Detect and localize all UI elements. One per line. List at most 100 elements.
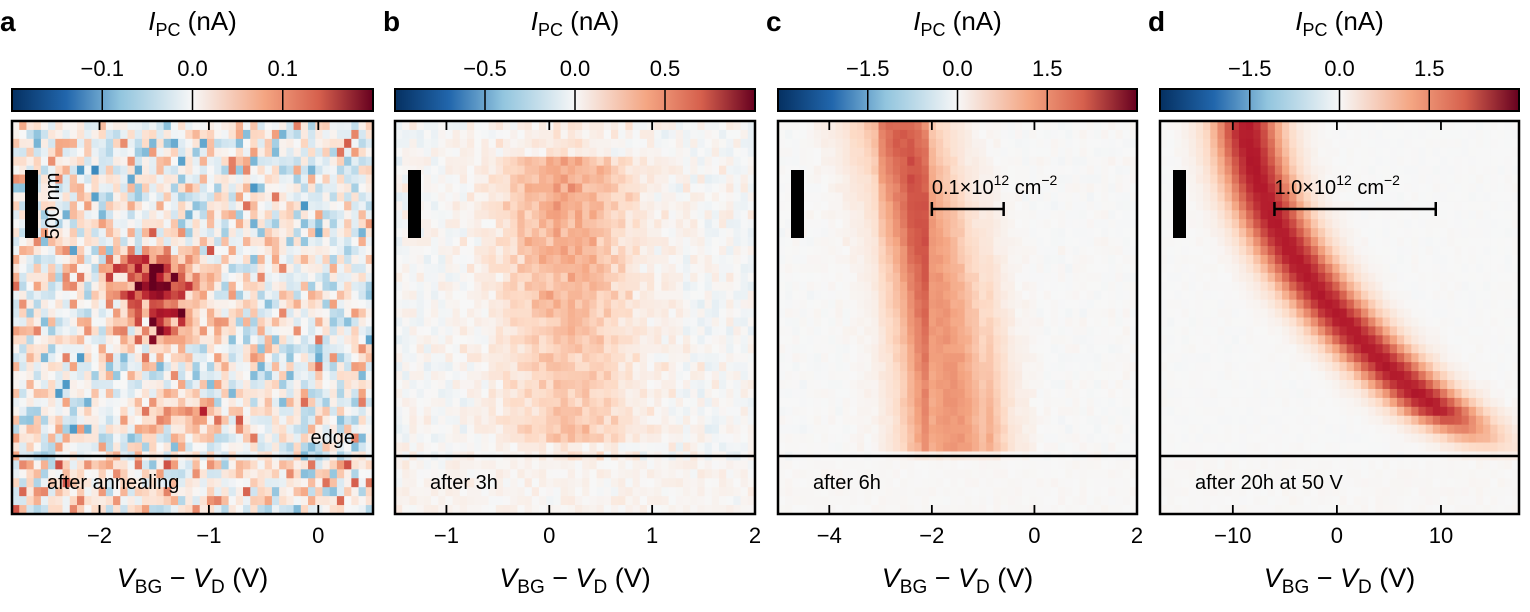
heatmap-cell bbox=[12, 505, 20, 515]
heatmap-cell bbox=[163, 121, 172, 131]
heatmap-cell bbox=[467, 388, 475, 399]
heatmap-cell bbox=[250, 254, 259, 265]
heatmap-cell bbox=[675, 237, 684, 247]
heatmap-cell bbox=[26, 424, 35, 435]
heatmap-cell bbox=[40, 326, 49, 336]
heatmap-cell bbox=[76, 415, 85, 426]
heatmap-cell bbox=[322, 433, 331, 444]
heatmap-cell bbox=[632, 380, 641, 390]
heatmap-cell bbox=[19, 129, 28, 140]
heatmap-cell bbox=[250, 290, 259, 301]
heatmap-cell bbox=[300, 308, 309, 319]
heatmap-cell bbox=[243, 326, 251, 336]
heatmap-cell bbox=[300, 326, 309, 336]
heatmap-cell bbox=[603, 299, 612, 310]
heatmap-cell bbox=[279, 469, 287, 479]
heatmap-cell bbox=[964, 138, 973, 149]
heatmap-cell bbox=[113, 121, 121, 131]
heatmap-cell bbox=[719, 388, 727, 399]
heatmap-cell bbox=[553, 442, 562, 453]
heatmap-cell bbox=[69, 442, 78, 453]
heatmap-cell bbox=[668, 192, 677, 202]
heatmap-cell bbox=[510, 308, 518, 319]
heatmap-cell bbox=[467, 299, 475, 310]
heatmap-cell bbox=[661, 129, 670, 140]
heatmap-cell bbox=[206, 138, 215, 149]
heatmap-cell bbox=[503, 388, 511, 399]
heatmap-cell bbox=[690, 469, 698, 479]
heatmap-cell bbox=[654, 156, 662, 167]
heatmap-cell bbox=[856, 192, 865, 202]
heatmap-cell bbox=[134, 156, 143, 167]
panel-label: b bbox=[383, 6, 400, 37]
heatmap-cell bbox=[531, 442, 540, 453]
heatmap-cell bbox=[300, 353, 309, 363]
heatmap-cell bbox=[149, 121, 157, 131]
heatmap-cell bbox=[243, 487, 251, 497]
heatmap-cell bbox=[438, 460, 446, 470]
heatmap-cell bbox=[322, 165, 331, 176]
heatmap-cell bbox=[120, 424, 129, 435]
colorbar-tick-label: 1.5 bbox=[1032, 56, 1063, 81]
heatmap-cell bbox=[892, 165, 901, 176]
heatmap-cell bbox=[675, 478, 684, 488]
heatmap-cell bbox=[546, 237, 554, 247]
heatmap-cell bbox=[149, 326, 157, 336]
heatmap-cell bbox=[170, 469, 179, 479]
heatmap-cell bbox=[69, 272, 78, 283]
heatmap-cell bbox=[12, 290, 20, 301]
heatmap-cell bbox=[690, 460, 698, 470]
heatmap-cell bbox=[668, 156, 677, 167]
heatmap-cell bbox=[683, 156, 691, 167]
heatmap-cell bbox=[416, 272, 425, 283]
heatmap-cell bbox=[395, 362, 403, 372]
heatmap-cell bbox=[214, 219, 222, 229]
heatmap-cell bbox=[279, 397, 287, 408]
heatmap-cell bbox=[91, 478, 100, 488]
heatmap-cell bbox=[647, 210, 655, 220]
heatmap-cell bbox=[639, 371, 648, 381]
heatmap-cell bbox=[105, 353, 114, 363]
heatmap-cell bbox=[113, 388, 121, 399]
heatmap-cell bbox=[575, 183, 583, 194]
heatmap-cell bbox=[524, 505, 533, 515]
heatmap-cell bbox=[639, 138, 648, 149]
heatmap-cell bbox=[467, 254, 475, 265]
heatmap-cell bbox=[192, 237, 201, 247]
heatmap-cell bbox=[62, 326, 71, 336]
heatmap-cell bbox=[286, 121, 295, 131]
heatmap-cell bbox=[279, 424, 287, 435]
heatmap-cell bbox=[639, 362, 648, 372]
heatmap-cell bbox=[495, 183, 504, 194]
heatmap-cell bbox=[178, 299, 186, 310]
heatmap-cell bbox=[55, 469, 64, 479]
heatmap-cell bbox=[575, 254, 583, 265]
heatmap-cell bbox=[553, 308, 562, 319]
heatmap-cell bbox=[40, 201, 49, 211]
heatmap-cell bbox=[1072, 165, 1081, 176]
heatmap-cell bbox=[120, 362, 129, 372]
heatmap-cell bbox=[286, 415, 295, 426]
heatmap-cell bbox=[510, 496, 518, 506]
heatmap-cell bbox=[957, 174, 966, 185]
heatmap-cell bbox=[62, 469, 71, 479]
heatmap-cell bbox=[69, 478, 78, 488]
heatmap-cell bbox=[921, 156, 930, 167]
heatmap-cell bbox=[293, 308, 302, 319]
heatmap-cell bbox=[141, 156, 150, 167]
heatmap-cell bbox=[214, 496, 222, 506]
heatmap-cell bbox=[91, 469, 100, 479]
heatmap-cell bbox=[1122, 138, 1131, 149]
heatmap-cell bbox=[178, 308, 186, 319]
heatmap-cell bbox=[452, 487, 461, 497]
heatmap-cell bbox=[907, 121, 916, 131]
heatmap-cell bbox=[156, 263, 165, 274]
heatmap-cell bbox=[1000, 147, 1009, 158]
heatmap-cell bbox=[293, 505, 302, 515]
heatmap-cell bbox=[293, 362, 302, 372]
heatmap-cell bbox=[539, 192, 547, 202]
heatmap-cell bbox=[589, 228, 598, 238]
heatmap-cell bbox=[719, 237, 727, 247]
heatmap-cell bbox=[206, 487, 215, 497]
heatmap-cell bbox=[113, 228, 121, 238]
